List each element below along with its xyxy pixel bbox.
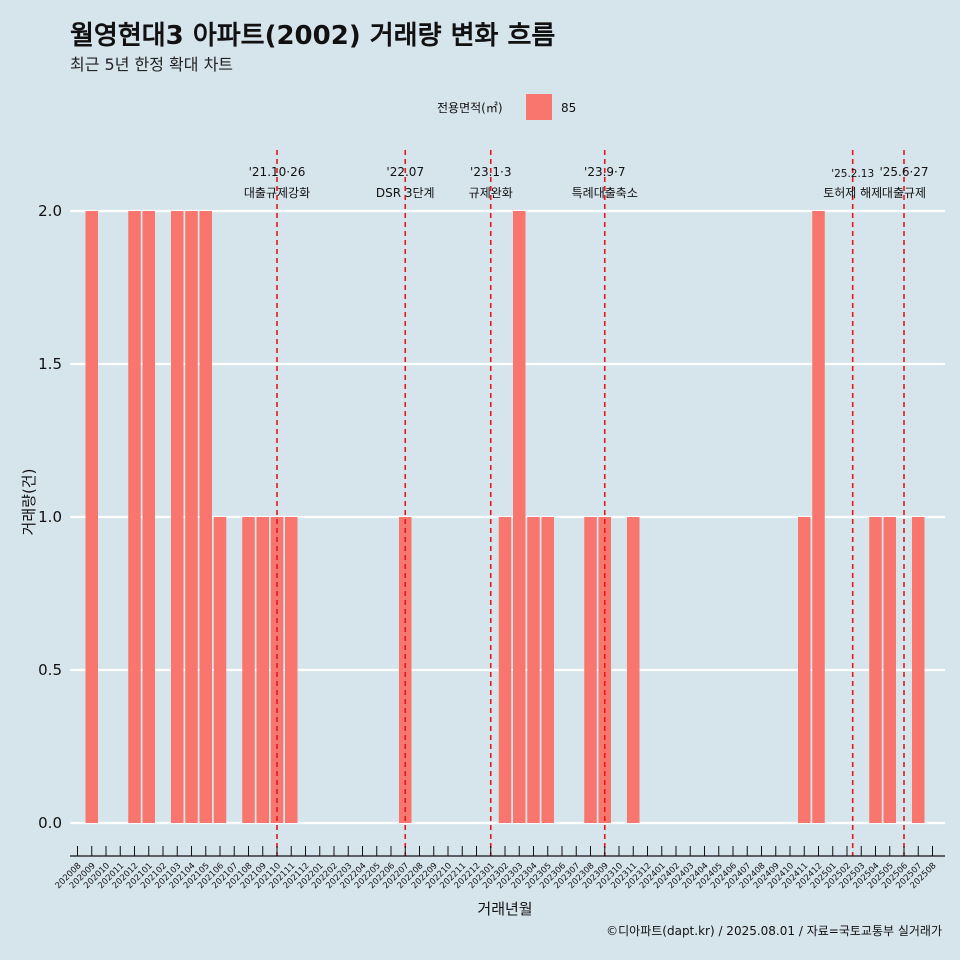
event-date-label: '25.6·27 bbox=[879, 165, 928, 179]
event-date-label: '21.10·26 bbox=[249, 165, 306, 179]
bar-202305 bbox=[541, 517, 554, 823]
event-policy-label: 특례대출축소 bbox=[572, 186, 638, 200]
chart-subtitle: 최근 5년 한정 확대 차트 bbox=[70, 55, 233, 74]
bar-202105 bbox=[199, 211, 212, 823]
bar-202109 bbox=[256, 517, 269, 823]
y-tick-label: 0.5 bbox=[38, 661, 62, 679]
legend-swatch-85 bbox=[526, 94, 552, 120]
event-date-label: '23.9·7 bbox=[584, 165, 625, 179]
bar-202311 bbox=[627, 517, 640, 823]
y-tick-label: 1.0 bbox=[38, 508, 62, 526]
y-axis-title: 거래량(건) bbox=[20, 469, 38, 536]
bar-202302 bbox=[498, 517, 512, 823]
event-policy-label: 대출규제 bbox=[882, 186, 926, 200]
bar-202507 bbox=[912, 517, 925, 823]
event-date-label: '25.2.13 bbox=[831, 168, 874, 180]
event-date-label: '23.1·3 bbox=[470, 165, 511, 179]
bar-202104 bbox=[185, 211, 198, 823]
bars bbox=[85, 211, 925, 823]
legend: 전용면적(㎡) 85 bbox=[437, 94, 576, 120]
bar-202110 bbox=[270, 517, 284, 823]
y-tick-label: 2.0 bbox=[38, 202, 62, 220]
event-date-label: '22.07 bbox=[386, 165, 424, 179]
bar-202111 bbox=[285, 517, 298, 823]
bar-202303 bbox=[513, 211, 526, 823]
bar-202504 bbox=[869, 517, 882, 823]
bar-202009 bbox=[85, 211, 98, 823]
bar-202505 bbox=[883, 517, 896, 823]
y-tick-label: 0.0 bbox=[38, 814, 62, 832]
bar-202101 bbox=[142, 211, 155, 823]
event-markers: '21.10·26 대출규제강화 '22.07 DSR 3단계 '23.1·3 규제완화 '… bbox=[244, 150, 929, 856]
event-policy-label: DSR 3단계 bbox=[376, 186, 435, 200]
source-caption: ©디아파트(dapt.kr) / 2025.08.01 / 자료=국토교통부 실… bbox=[606, 924, 942, 938]
bar-202412 bbox=[812, 211, 825, 823]
bar-202108 bbox=[242, 517, 255, 823]
bar-202103 bbox=[171, 211, 184, 823]
legend-label-85: 85 bbox=[561, 101, 576, 115]
bar-202309 bbox=[598, 517, 611, 823]
bar-202106 bbox=[213, 517, 227, 823]
bar-202304 bbox=[527, 517, 540, 823]
x-axis-title: 거래년월 bbox=[477, 900, 532, 918]
event-policy-label: 규제완화 bbox=[469, 186, 513, 200]
event-policy-label: 대출규제강화 bbox=[244, 186, 310, 200]
bar-202411 bbox=[798, 517, 811, 823]
y-tick-label: 1.5 bbox=[38, 355, 62, 373]
event-policy-label: 토허제 해제 bbox=[823, 186, 882, 200]
legend-title: 전용면적(㎡) bbox=[437, 101, 503, 115]
bar-202012 bbox=[128, 211, 141, 823]
chart-title: 월영현대3 아파트(2002) 거래량 변화 흐름 bbox=[70, 21, 555, 51]
bar-202207 bbox=[399, 517, 412, 823]
bar-202308 bbox=[584, 517, 597, 823]
